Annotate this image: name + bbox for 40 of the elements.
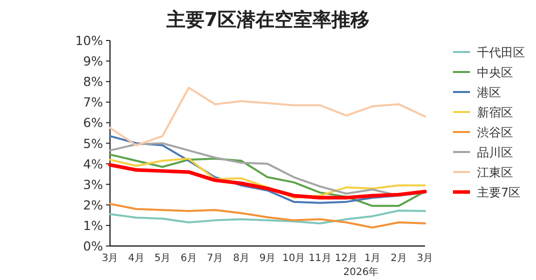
y-tick-label: 9% bbox=[83, 54, 104, 69]
legend-label: 品川区 bbox=[477, 146, 513, 160]
x-tick-label: 11月 bbox=[308, 253, 332, 264]
x-tick-label: 10月 bbox=[282, 253, 306, 264]
y-tick-label: 2% bbox=[83, 197, 104, 212]
y-tick-label: 7% bbox=[83, 94, 104, 110]
x-tick-label: 12月 bbox=[334, 253, 358, 264]
text: 2026年 bbox=[343, 266, 379, 278]
chart-title: 主要7区潜在空室率推移 bbox=[165, 9, 370, 31]
x-tick-label: 6月 bbox=[180, 253, 197, 264]
line-series bbox=[108, 163, 427, 200]
x-tick-label: 9月 bbox=[259, 253, 276, 264]
legend-label: 主要7区 bbox=[477, 186, 521, 200]
x-tick-label: 4月 bbox=[128, 253, 144, 264]
y-tick-label: 0% bbox=[83, 238, 104, 254]
x-tick-label: 5月 bbox=[154, 253, 171, 264]
y-tick-label: 5% bbox=[83, 136, 104, 151]
legend-label: 中央区 bbox=[477, 66, 513, 80]
y-tick-label: 8% bbox=[83, 74, 104, 90]
legend-label: 江東区 bbox=[477, 166, 513, 180]
legend-label: 千代田区 bbox=[477, 46, 525, 60]
line-series bbox=[109, 142, 426, 197]
legend-label: 渋谷区 bbox=[477, 126, 513, 140]
x-tick-label: 7月 bbox=[206, 253, 224, 264]
y-tick-label: 10% bbox=[75, 33, 104, 48]
x-tick-label: 3月 bbox=[416, 253, 434, 264]
line-series bbox=[109, 210, 426, 224]
x-tick-label: 1月 bbox=[364, 253, 381, 264]
line-series bbox=[109, 86, 426, 146]
y-tick-label: 1% bbox=[83, 218, 104, 233]
line-series bbox=[109, 158, 426, 199]
legend-label: 新宿区 bbox=[477, 106, 513, 120]
x-tick-label: 8月 bbox=[233, 253, 250, 264]
legend-label: 港区 bbox=[477, 86, 501, 100]
y-tick-label: 4% bbox=[83, 156, 104, 172]
x-tick-label: 3月 bbox=[102, 253, 118, 264]
y-tick-label: 3% bbox=[83, 176, 104, 192]
x-tick-label: 2月 bbox=[390, 253, 407, 264]
line-series bbox=[109, 202, 426, 228]
y-tick-label: 6% bbox=[83, 115, 104, 130]
